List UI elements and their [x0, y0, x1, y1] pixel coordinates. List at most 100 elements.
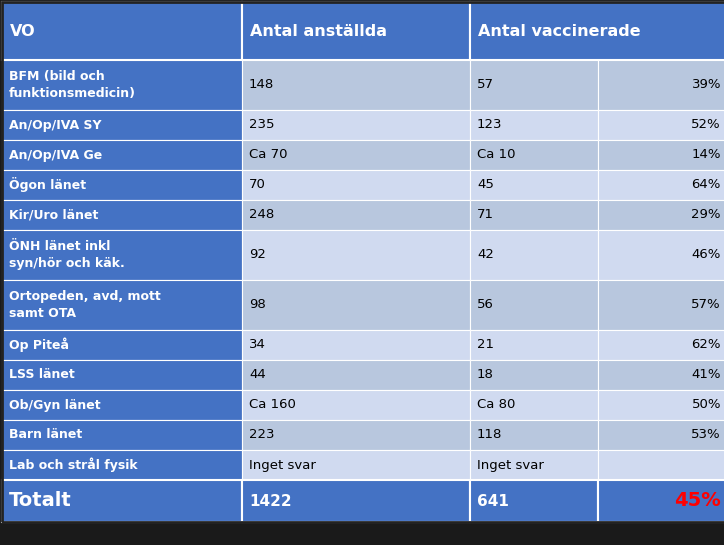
- Bar: [2, 200, 242, 230]
- Text: Kir/Uro länet: Kir/Uro länet: [9, 209, 98, 221]
- Text: 57%: 57%: [691, 299, 721, 312]
- Text: 98: 98: [249, 299, 266, 312]
- Bar: [598, 60, 724, 110]
- Text: Antal vaccinerade: Antal vaccinerade: [478, 23, 641, 39]
- Bar: [242, 480, 470, 522]
- Text: Ca 160: Ca 160: [249, 398, 296, 411]
- Text: 41%: 41%: [691, 368, 721, 381]
- Text: An/Op/IVA SY: An/Op/IVA SY: [9, 118, 101, 131]
- Text: 118: 118: [477, 428, 502, 441]
- Bar: [2, 230, 242, 280]
- Text: 148: 148: [249, 78, 274, 92]
- Bar: [598, 480, 724, 522]
- Text: Ortopeden, avd, mott
samt OTA: Ortopeden, avd, mott samt OTA: [9, 290, 161, 320]
- Text: 64%: 64%: [691, 179, 721, 191]
- Bar: [242, 170, 470, 200]
- Bar: [242, 420, 470, 450]
- Text: BFM (bild och
funktionsmedicin): BFM (bild och funktionsmedicin): [9, 70, 136, 100]
- Text: 641: 641: [477, 494, 509, 508]
- Text: LSS länet: LSS länet: [9, 368, 75, 381]
- Bar: [242, 2, 470, 60]
- Text: 248: 248: [249, 209, 274, 221]
- Text: 39%: 39%: [691, 78, 721, 92]
- Text: 45%: 45%: [674, 492, 721, 511]
- Bar: [2, 420, 242, 450]
- Bar: [242, 140, 470, 170]
- Text: 52%: 52%: [691, 118, 721, 131]
- Text: 123: 123: [477, 118, 502, 131]
- Bar: [470, 280, 598, 330]
- Text: 57: 57: [477, 78, 494, 92]
- Bar: [470, 390, 598, 420]
- Text: Inget svar: Inget svar: [477, 458, 544, 471]
- Text: 71: 71: [477, 209, 494, 221]
- Bar: [598, 390, 724, 420]
- Bar: [2, 390, 242, 420]
- Bar: [470, 2, 724, 60]
- Bar: [470, 170, 598, 200]
- Text: 34: 34: [249, 338, 266, 352]
- Text: Ob/Gyn länet: Ob/Gyn länet: [9, 398, 101, 411]
- Text: 14%: 14%: [691, 148, 721, 161]
- Text: An/Op/IVA Ge: An/Op/IVA Ge: [9, 148, 102, 161]
- Bar: [2, 360, 242, 390]
- Bar: [242, 60, 470, 110]
- Bar: [2, 480, 242, 522]
- Bar: [2, 60, 242, 110]
- Text: ÖNH länet inkl
syn/hör och käk.: ÖNH länet inkl syn/hör och käk.: [9, 240, 125, 270]
- Text: Antal anställda: Antal anställda: [250, 23, 387, 39]
- Text: Ca 80: Ca 80: [477, 398, 515, 411]
- Bar: [242, 330, 470, 360]
- Bar: [598, 330, 724, 360]
- Bar: [242, 390, 470, 420]
- Text: 223: 223: [249, 428, 274, 441]
- Bar: [470, 480, 598, 522]
- Bar: [470, 450, 598, 480]
- Text: Barn länet: Barn länet: [9, 428, 83, 441]
- Text: Inget svar: Inget svar: [249, 458, 316, 471]
- Bar: [2, 170, 242, 200]
- Bar: [470, 330, 598, 360]
- Bar: [242, 450, 470, 480]
- Text: 44: 44: [249, 368, 266, 381]
- Bar: [470, 230, 598, 280]
- Bar: [598, 360, 724, 390]
- Bar: [2, 280, 242, 330]
- Text: 53%: 53%: [691, 428, 721, 441]
- Bar: [242, 230, 470, 280]
- Text: Ca 70: Ca 70: [249, 148, 287, 161]
- Bar: [598, 170, 724, 200]
- Bar: [470, 140, 598, 170]
- Bar: [2, 450, 242, 480]
- Bar: [470, 420, 598, 450]
- Bar: [242, 360, 470, 390]
- Text: 70: 70: [249, 179, 266, 191]
- Text: Op Piteå: Op Piteå: [9, 338, 69, 352]
- Text: Lab och strål fysik: Lab och strål fysik: [9, 458, 138, 473]
- Bar: [470, 360, 598, 390]
- Bar: [2, 110, 242, 140]
- Text: 62%: 62%: [691, 338, 721, 352]
- Bar: [470, 200, 598, 230]
- Text: 46%: 46%: [691, 249, 721, 262]
- Text: 18: 18: [477, 368, 494, 381]
- Bar: [598, 450, 724, 480]
- Bar: [470, 110, 598, 140]
- Text: Totalt: Totalt: [9, 492, 72, 511]
- Bar: [470, 60, 598, 110]
- Bar: [598, 140, 724, 170]
- Text: VO: VO: [10, 23, 35, 39]
- Text: Ögon länet: Ögon länet: [9, 178, 86, 192]
- Bar: [598, 420, 724, 450]
- Text: 50%: 50%: [691, 398, 721, 411]
- Text: 1422: 1422: [249, 494, 292, 508]
- Bar: [2, 2, 242, 60]
- Bar: [598, 280, 724, 330]
- Text: 235: 235: [249, 118, 274, 131]
- Bar: [598, 230, 724, 280]
- Bar: [242, 280, 470, 330]
- Text: 42: 42: [477, 249, 494, 262]
- Bar: [598, 200, 724, 230]
- Text: 21: 21: [477, 338, 494, 352]
- Bar: [598, 110, 724, 140]
